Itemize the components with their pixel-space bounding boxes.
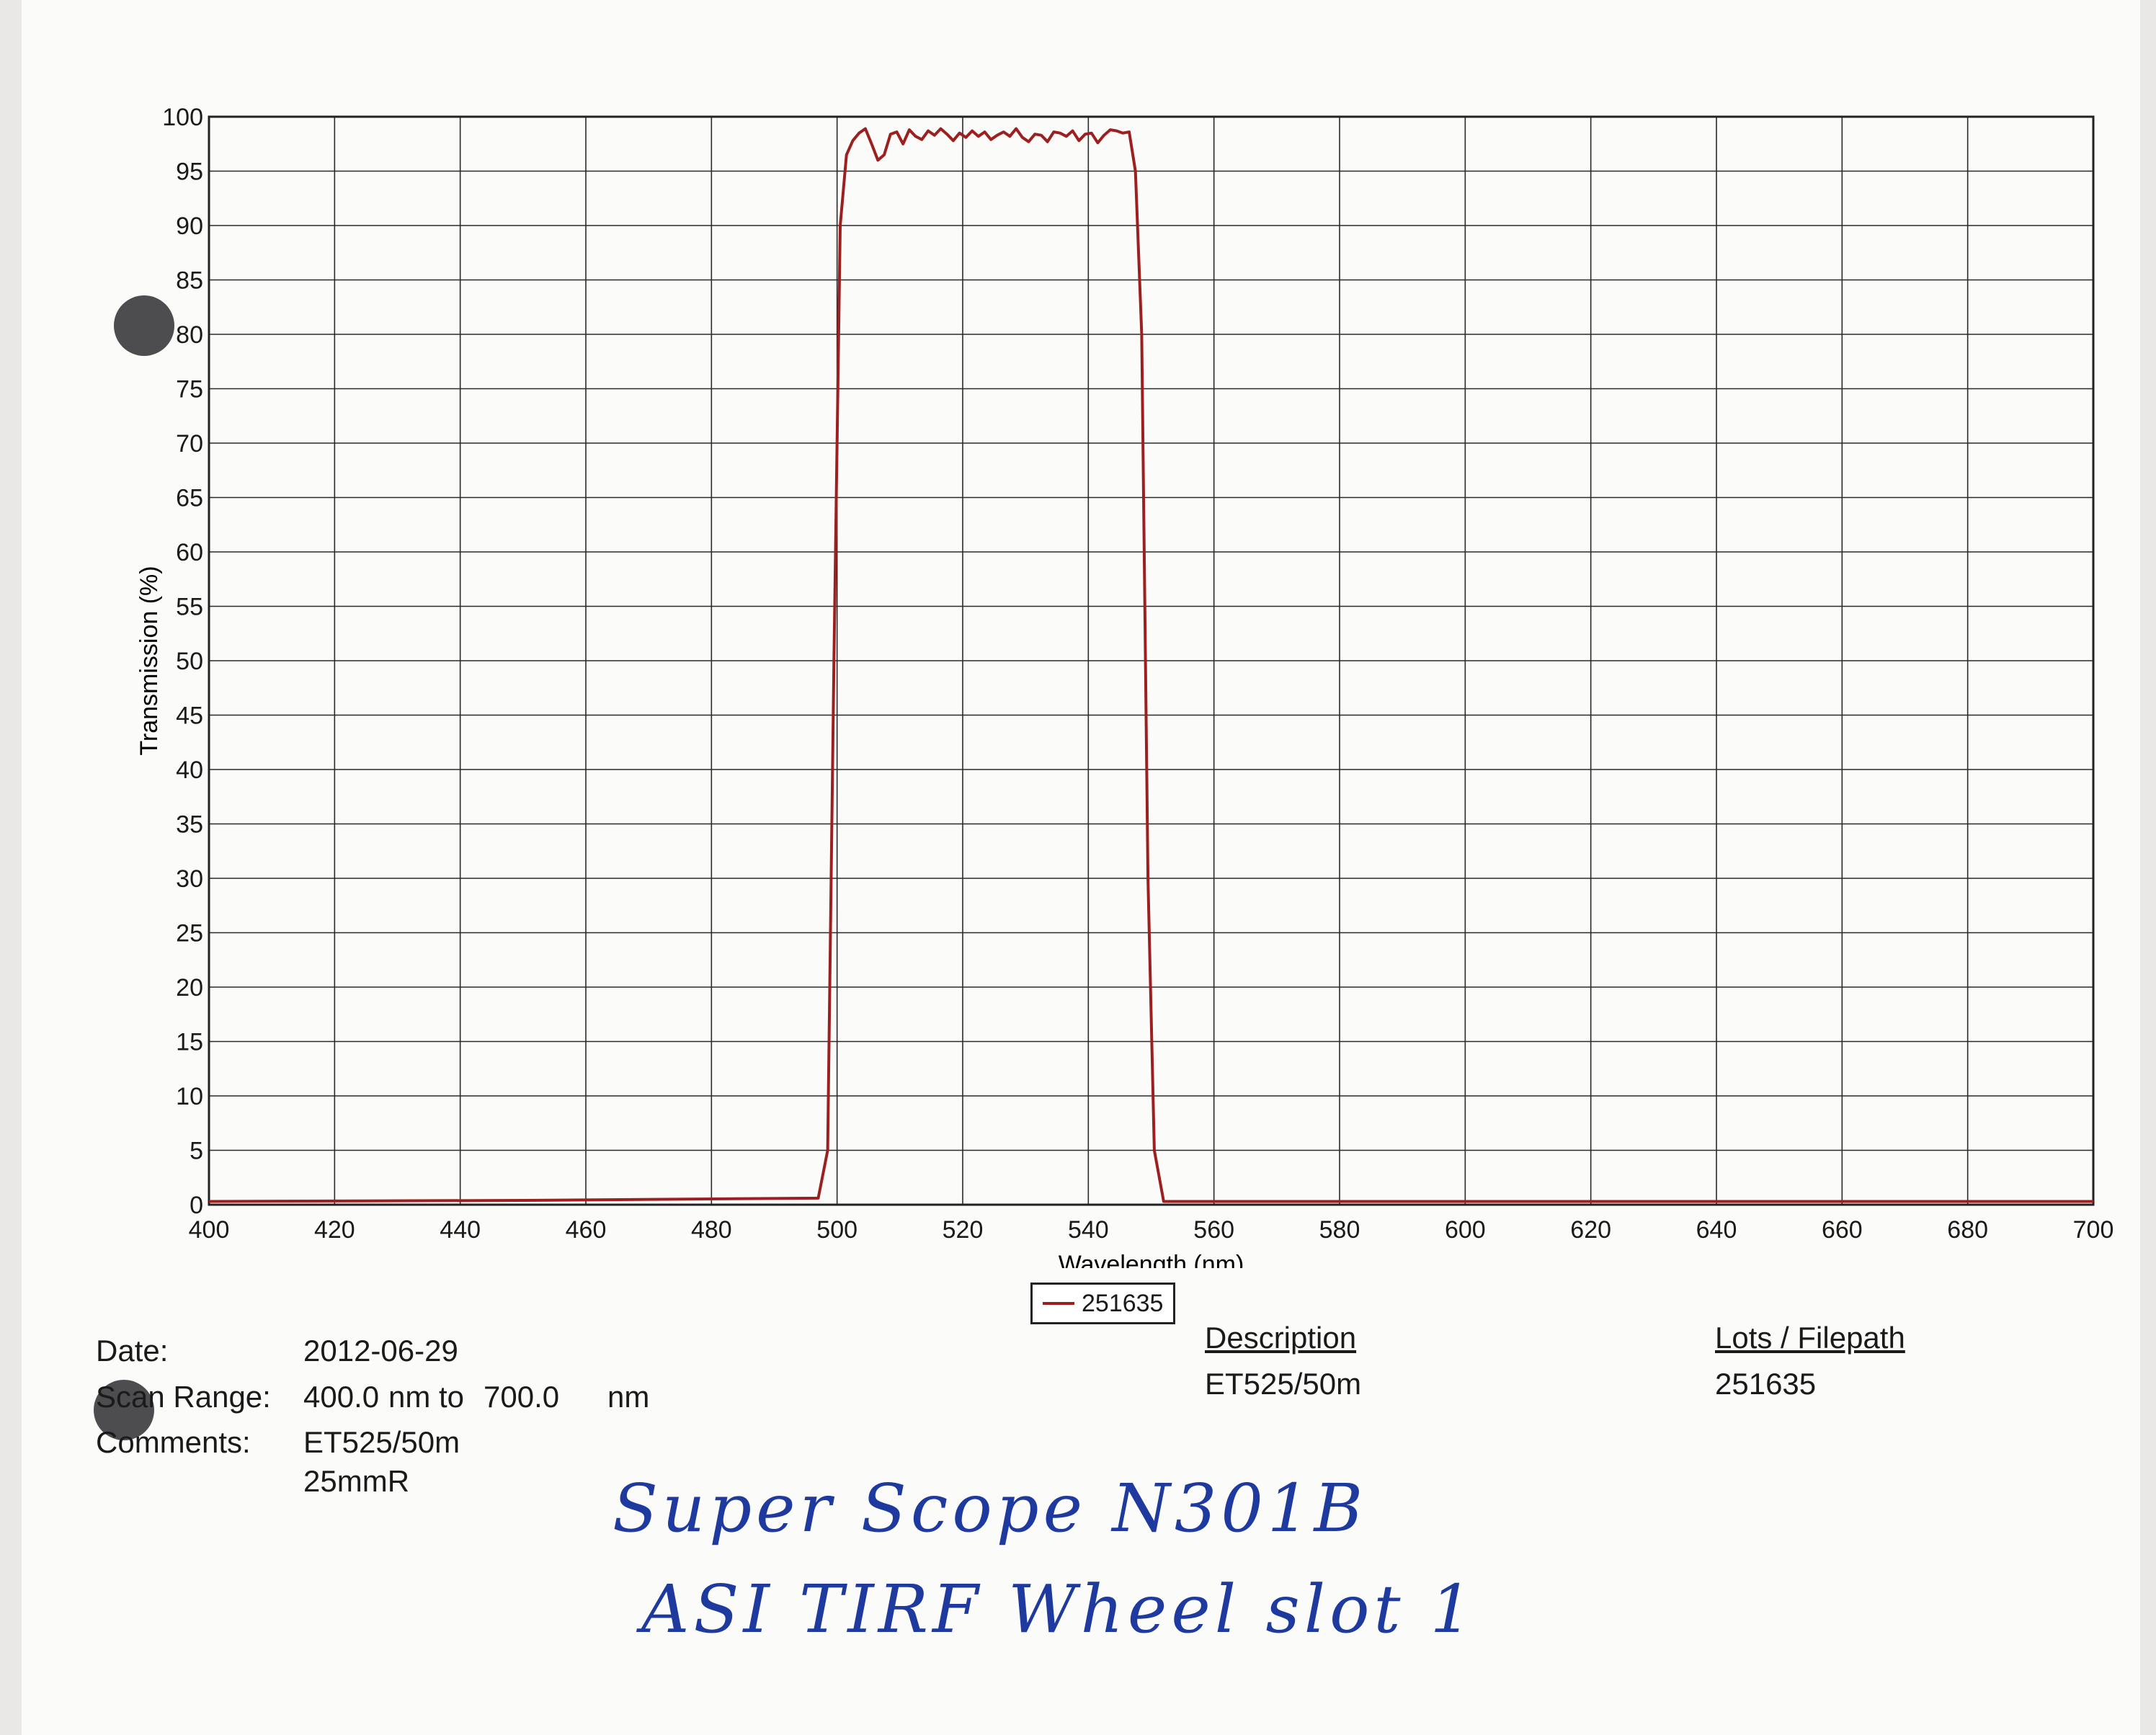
y-tick-label: 30 [176, 865, 203, 893]
x-tick-label: 660 [1822, 1216, 1863, 1244]
date-row: Date: 2012-06-29 [96, 1333, 649, 1369]
y-tick-label: 5 [190, 1138, 203, 1165]
x-tick-label: 400 [189, 1216, 230, 1244]
scan-info: Date: 2012-06-29 Scan Range: 400.0 nm to… [96, 1333, 649, 1500]
date-value: 2012-06-29 [303, 1334, 458, 1368]
scan-range-mid: nm to [388, 1380, 465, 1414]
y-tick-label: 75 [176, 376, 203, 403]
x-tick-label: 440 [440, 1216, 481, 1244]
y-tick-label: 85 [176, 267, 203, 295]
transmission-chart: 0 5 10 15 20 25 30 35 40 45 50 55 60 65 70 75 80 85 90 95 10… [135, 104, 2114, 1268]
x-tick-label: 560 [1193, 1216, 1234, 1244]
y-tick-label: 60 [176, 539, 203, 566]
description-value: ET525/50m [1205, 1367, 1362, 1401]
y-tick-label: 20 [176, 974, 203, 1002]
y-tick-label: 70 [176, 430, 203, 458]
scan-range-to: 700.0 [484, 1380, 560, 1414]
lots-block: Lots / Filepath 251635 [1715, 1320, 1905, 1403]
y-tick-label: 50 [176, 648, 203, 675]
legend-swatch [1043, 1302, 1074, 1305]
y-tick-labels: 0 5 10 15 20 25 30 35 40 45 50 55 60 65 70 75 80 85 90 95 10… [162, 104, 203, 1219]
x-tick-label: 500 [816, 1216, 858, 1244]
legend-label: 251635 [1082, 1289, 1164, 1317]
chart-legend: 251635 [1030, 1283, 1176, 1324]
paper-sheet [22, 0, 2140, 1735]
comments-row-2: 25mmR [96, 1463, 649, 1499]
comments-line1: ET525/50m [303, 1424, 460, 1459]
scan-range-from: 400.0 [303, 1380, 380, 1414]
lots-value: 251635 [1715, 1367, 1817, 1401]
x-tick-label: 600 [1445, 1216, 1486, 1244]
scan-range-row: Scan Range: 400.0 nm to 700.0 nm [96, 1379, 649, 1415]
description-heading: Description [1205, 1321, 1357, 1355]
handwritten-note-line1: Super Scope N301B [612, 1470, 1368, 1547]
y-tick-label: 15 [176, 1029, 203, 1056]
y-tick-label: 90 [176, 213, 203, 240]
x-tick-label: 680 [1947, 1216, 1988, 1244]
scan-range-label: Scan Range: [96, 1380, 271, 1414]
x-tick-label: 420 [314, 1216, 355, 1244]
x-tick-label: 580 [1319, 1216, 1360, 1244]
scan-range-unit: nm [607, 1380, 650, 1414]
x-tick-label: 640 [1696, 1216, 1737, 1244]
y-tick-label: 40 [176, 757, 203, 784]
y-tick-label: 80 [176, 321, 203, 349]
y-tick-label: 0 [190, 1192, 203, 1219]
y-tick-label: 65 [176, 485, 203, 512]
x-tick-label: 540 [1068, 1216, 1109, 1244]
x-tick-label: 700 [2073, 1216, 2114, 1244]
y-tick-label: 45 [176, 703, 203, 730]
x-tick-labels: 400 420 440 460 480 500 520 540 560 580 600 620 640 6… [189, 1216, 2114, 1244]
comments-label: Comments: [96, 1424, 251, 1459]
punch-hole-top [114, 295, 174, 356]
punch-hole-bottom [94, 1380, 154, 1440]
y-tick-label: 55 [176, 594, 203, 621]
handwritten-note-line2: ASI TIRF Wheel slot 1 [641, 1571, 1477, 1648]
y-tick-label: 25 [176, 920, 203, 947]
y-tick-label: 100 [162, 104, 203, 131]
chart-grid [208, 116, 2094, 1205]
comments-row: Comments: ET525/50m [96, 1424, 649, 1460]
y-tick-label: 95 [176, 159, 203, 186]
y-axis-title: Transmission (%) [135, 566, 163, 755]
comments-line2: 25mmR [303, 1464, 410, 1499]
series-line-251635 [208, 127, 2093, 1203]
plot-frame [208, 115, 2095, 1206]
x-tick-label: 620 [1570, 1216, 1611, 1244]
x-tick-label: 480 [691, 1216, 732, 1244]
description-block: Description ET525/50m [1205, 1320, 1361, 1403]
lots-heading: Lots / Filepath [1715, 1321, 1905, 1355]
x-tick-label: 460 [566, 1216, 607, 1244]
x-axis-title: Wavelength (nm) [1059, 1251, 1244, 1268]
date-label: Date: [96, 1334, 169, 1368]
y-tick-label: 35 [176, 811, 203, 839]
y-tick-label: 10 [176, 1083, 203, 1110]
x-tick-label: 520 [943, 1216, 984, 1244]
